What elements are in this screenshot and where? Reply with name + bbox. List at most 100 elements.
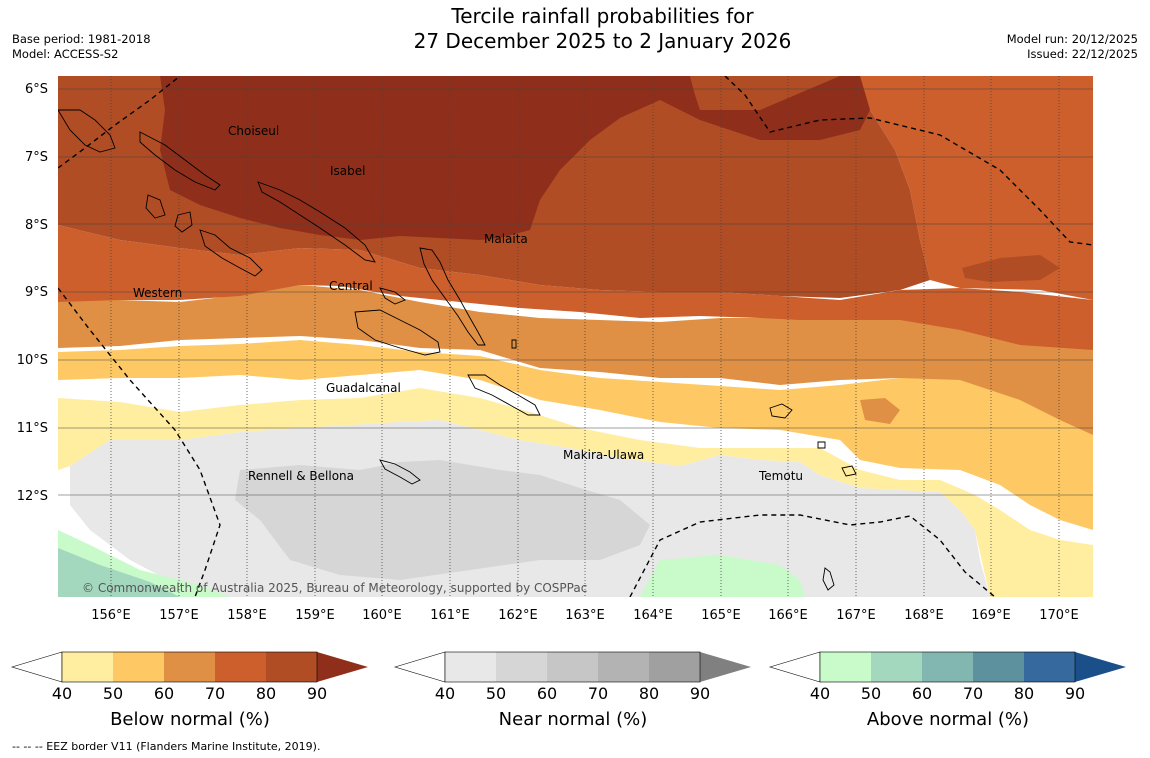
- island-malaita: [419, 247, 486, 346]
- cb-below-seg-5: [266, 652, 317, 682]
- model-name: Model: ACCESS-S2: [12, 47, 119, 61]
- eez-borders: [58, 76, 1093, 597]
- lon-tick-158: 158°E: [227, 608, 267, 623]
- cb-near-seg-1: [445, 652, 496, 682]
- cb-near-tick-50: 50: [486, 684, 506, 703]
- lon-tick-163: 163°E: [565, 608, 605, 623]
- lon-tick-168: 168°E: [904, 608, 944, 623]
- cb-near-tick-60: 60: [537, 684, 557, 703]
- band-below-40: [58, 388, 1093, 597]
- cb-below-seg-2: [113, 652, 164, 682]
- lon-tick-161: 161°E: [430, 608, 470, 623]
- cb-below-seg-4: [215, 652, 266, 682]
- cb-below-title: Below normal (%): [110, 709, 270, 730]
- cb-above-tick-80: 80: [1014, 684, 1034, 703]
- lon-axis: 156°E 157°E 158°E 159°E 160°E 161°E 162°…: [91, 608, 1079, 623]
- region-labels: Choiseul Isabel Malaita Western Central …: [133, 124, 803, 483]
- island-choiseul: [139, 131, 221, 191]
- issued-date: Issued: 22/12/2025: [1027, 47, 1138, 61]
- copyright-notice: © Commonwealth of Australia 2025, Bureau…: [82, 581, 587, 595]
- eez-footnote: -- -- -- EEZ border V11 (Flanders Marine…: [12, 740, 321, 753]
- cb-below-outline: [61, 651, 318, 683]
- band-above-60-left: [58, 548, 180, 597]
- island-newgeorgia2: [199, 229, 263, 277]
- map-panel: Choiseul Isabel Malaita Western Central …: [58, 76, 1093, 597]
- meta-right: Model run: 20/12/2025 Issued: 22/12/2025: [1007, 32, 1138, 62]
- lon-tick-170: 170°E: [1039, 608, 1079, 623]
- islands: [58, 109, 857, 591]
- island-utupua: [817, 441, 826, 449]
- island-bougainville: [58, 109, 116, 153]
- cb-above-seg-2: [871, 652, 922, 682]
- cb-above-upper-tri: [1075, 652, 1126, 682]
- cb-below-seg-1: [62, 652, 113, 682]
- eez-west: [58, 76, 181, 169]
- cb-near-seg-2: [496, 652, 547, 682]
- band-below-80-patch: [962, 255, 1060, 282]
- cb-above-outline: [819, 651, 1076, 683]
- lat-tick-7: 7°S: [25, 150, 48, 165]
- cb-above-seg-3: [922, 652, 973, 682]
- gridlines: [58, 88, 1093, 496]
- island-small-2: [822, 567, 835, 591]
- lat-tick-9: 9°S: [25, 285, 48, 300]
- colorbar-below: 40 50 60 70 80 90 Below normal (%): [10, 651, 368, 730]
- title-line-1: Tercile rainfall probabilities for: [451, 4, 754, 28]
- lon-tick-169: 169°E: [971, 608, 1011, 623]
- label-choiseul: Choiseul: [228, 124, 279, 138]
- island-newgeorgia: [174, 211, 193, 233]
- cb-below-tick-40: 40: [52, 684, 72, 703]
- band-near-60: [235, 460, 650, 580]
- lon-tick-160: 160°E: [362, 608, 402, 623]
- island-small-1: [511, 339, 517, 349]
- label-western: Western: [133, 286, 182, 300]
- lon-tick-162: 162°E: [498, 608, 538, 623]
- cb-above-tick-60: 60: [912, 684, 932, 703]
- cb-below-lower-tri: [10, 651, 63, 683]
- eez-south: [629, 514, 996, 597]
- cb-above-tick-40: 40: [810, 684, 830, 703]
- cb-above-tick-50: 50: [861, 684, 881, 703]
- meta-left: Base period: 1981-2018 Model: ACCESS-S2: [12, 32, 151, 62]
- cb-below-tick-50: 50: [103, 684, 123, 703]
- lat-tick-8: 8°S: [25, 218, 48, 233]
- island-vella: [145, 194, 166, 219]
- cb-below-upper-tri: [317, 652, 368, 682]
- band-below-70: [58, 225, 1093, 350]
- band-below-50: [58, 340, 1093, 530]
- base-period: Base period: 1981-2018: [12, 32, 151, 46]
- cb-near-outline: [444, 651, 701, 683]
- island-isabel: [257, 181, 376, 263]
- cb-near-seg-4: [598, 652, 649, 682]
- cb-above-seg-1: [820, 652, 871, 682]
- cb-below-tick-90: 90: [307, 684, 327, 703]
- lon-tick-157: 157°E: [159, 608, 199, 623]
- cb-near-tick-40: 40: [435, 684, 455, 703]
- label-malaita: Malaita: [484, 232, 528, 246]
- model-run: Model run: 20/12/2025: [1006, 32, 1138, 46]
- cb-near-tick-70: 70: [588, 684, 608, 703]
- title-line-2: 27 December 2025 to 2 January 2026: [413, 29, 792, 53]
- lon-tick-167: 167°E: [836, 608, 876, 623]
- cb-near-lower-tri: [393, 651, 446, 683]
- cb-near-seg-3: [547, 652, 598, 682]
- lon-tick-164: 164°E: [633, 608, 673, 623]
- cb-above-lower-tri: [768, 651, 821, 683]
- cb-near-upper-tri: [700, 652, 751, 682]
- lat-tick-6: 6°S: [25, 82, 48, 97]
- cb-near-tick-90: 90: [690, 684, 710, 703]
- cb-below-tick-80: 80: [256, 684, 276, 703]
- cb-below-tick-60: 60: [154, 684, 174, 703]
- colorbar-above: 40 50 60 70 80 90 Above normal (%): [768, 651, 1126, 730]
- colorbar-near: 40 50 60 70 80 90 Near normal (%): [393, 651, 751, 730]
- label-rennell: Rennell & Bellona: [248, 469, 354, 483]
- lat-tick-11: 11°S: [17, 421, 48, 436]
- island-vanikoro: [841, 465, 857, 477]
- band-below-60-patch: [860, 398, 900, 424]
- lon-tick-166: 166°E: [768, 608, 808, 623]
- lon-tick-159: 159°E: [295, 608, 335, 623]
- label-isabel: Isabel: [330, 164, 365, 178]
- cb-below-seg-3: [164, 652, 215, 682]
- lat-tick-12: 12°S: [17, 489, 48, 504]
- chart-title: Tercile rainfall probabilities for 27 De…: [350, 4, 855, 54]
